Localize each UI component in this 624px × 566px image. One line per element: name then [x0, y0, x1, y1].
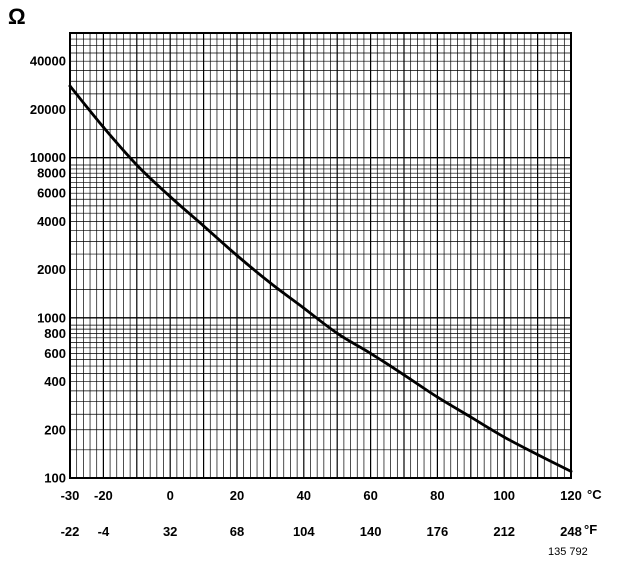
- chart-grid: [69, 32, 572, 479]
- data-point: [202, 224, 206, 228]
- x-tick-label-celsius: 60: [363, 488, 377, 503]
- x-tick-label-fahrenheit: -22: [61, 524, 80, 539]
- data-point: [502, 435, 506, 439]
- data-point: [68, 84, 72, 88]
- x-tick-labels-celsius: -30 -20 0 20 40 60 80 100 120: [61, 488, 582, 503]
- x-tick-label-fahrenheit: 248: [560, 524, 582, 539]
- y-tick-label: 100: [44, 471, 66, 486]
- y-tick-label: 4000: [37, 214, 66, 229]
- y-tick-label: 2000: [37, 262, 66, 277]
- x-tick-label-fahrenheit: 104: [293, 524, 315, 539]
- y-tick-label: 1000: [37, 310, 66, 325]
- y-tick-label: 20000: [30, 102, 66, 117]
- data-point: [269, 281, 272, 285]
- data-point: [536, 453, 539, 456]
- resistance-curve: [68, 84, 573, 473]
- data-point: [335, 331, 339, 335]
- data-point: [469, 415, 473, 419]
- y-tick-label: 8000: [37, 166, 66, 181]
- data-point: [369, 352, 372, 355]
- x-tick-label-fahrenheit: 140: [360, 524, 382, 539]
- data-point: [102, 125, 105, 129]
- x-tick-label-celsius: 120: [560, 488, 582, 503]
- data-point: [135, 163, 139, 167]
- data-point: [402, 373, 406, 377]
- plot-frame: [69, 32, 572, 479]
- data-point: [436, 395, 439, 399]
- y-tick-label: 40000: [30, 54, 66, 69]
- x-axis-unit-fahrenheit: °F: [584, 522, 597, 537]
- data-point: [569, 470, 573, 473]
- data-point: [302, 306, 306, 310]
- y-tick-label: 800: [44, 326, 66, 341]
- x-tick-label-celsius: 100: [493, 488, 515, 503]
- x-tick-label-celsius: 40: [297, 488, 311, 503]
- x-tick-label-celsius: -30: [61, 488, 80, 503]
- y-tick-label: 6000: [37, 186, 66, 201]
- y-axis-unit-label: Ω: [8, 4, 26, 29]
- x-tick-label-celsius: -20: [94, 488, 113, 503]
- x-tick-labels-fahrenheit: -22 -4 32 68 104 140 176 212 248: [61, 524, 582, 539]
- x-tick-label-celsius: 80: [430, 488, 444, 503]
- x-tick-label-fahrenheit: -4: [98, 524, 110, 539]
- figure-number: 135 792: [548, 546, 588, 558]
- x-tick-label-fahrenheit: 212: [493, 524, 515, 539]
- x-tick-label-celsius: 20: [230, 488, 244, 503]
- x-tick-label-fahrenheit: 32: [163, 524, 177, 539]
- y-tick-label: 400: [44, 374, 66, 389]
- data-point: [235, 254, 239, 257]
- x-tick-label-fahrenheit: 176: [427, 524, 449, 539]
- y-tick-label: 600: [44, 346, 66, 361]
- y-tick-label: 10000: [30, 150, 66, 165]
- x-tick-label-celsius: 0: [167, 488, 174, 503]
- y-tick-label: 200: [44, 422, 66, 437]
- data-point: [168, 195, 172, 199]
- x-tick-label-fahrenheit: 68: [230, 524, 244, 539]
- series-layer: [68, 84, 573, 473]
- x-axis-unit-celsius: °C: [587, 487, 602, 502]
